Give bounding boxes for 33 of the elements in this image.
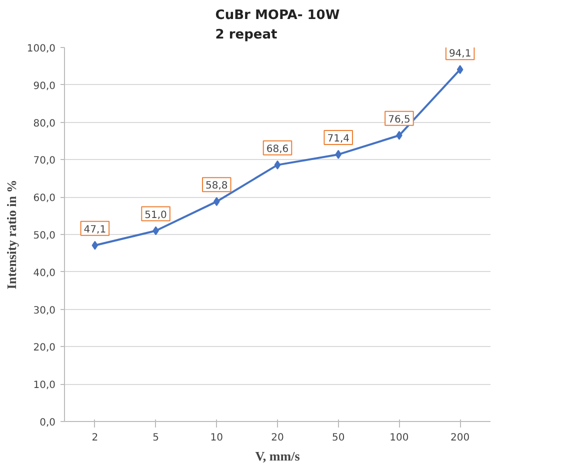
point — [213, 197, 220, 206]
y-tick-label: 60,0 — [33, 193, 56, 204]
y-tick-label: 80,0 — [33, 118, 56, 130]
x-tick-label: 10 — [210, 432, 224, 444]
y-tick-label: 90,0 — [33, 80, 56, 92]
text: 71,4 — [327, 133, 350, 144]
y-axis-title: Intensity ratio in % — [4, 180, 19, 290]
chart-title: CuBr MOPA- 10W 2 repeat — [215, 8, 340, 42]
x-tick-label: 5 — [152, 432, 159, 444]
point — [456, 65, 464, 74]
y-tick-label: 50,0 — [33, 230, 56, 242]
y-tick-label: 20,0 — [33, 342, 56, 354]
point — [274, 160, 281, 170]
text: 94,1 — [448, 48, 472, 60]
text: 76,5 — [388, 114, 410, 126]
y-tick-label: 10,0 — [33, 380, 56, 392]
y-tick-label: 0,0 — [40, 418, 56, 428]
point — [335, 150, 342, 159]
x-axis-title: V, mm/s — [255, 448, 300, 464]
text: 58,8 — [206, 180, 228, 192]
y-tick-label: 40,0 — [33, 268, 56, 279]
y-tick-label: 100,0 — [26, 44, 56, 54]
text: 51,0 — [144, 210, 167, 221]
x-tick-label: 100 — [390, 432, 409, 444]
x-tick-label: 2 — [92, 432, 98, 444]
text: 47,1 — [84, 224, 106, 236]
x-tick-label: 50 — [332, 432, 345, 444]
x-tick-label: 200 — [450, 432, 470, 444]
text: 68,6 — [266, 144, 289, 155]
x-tick-label: 20 — [271, 432, 284, 444]
y-tick-label: 30,0 — [33, 305, 56, 316]
point — [92, 240, 98, 250]
y-tick-label: 70,0 — [33, 156, 56, 167]
